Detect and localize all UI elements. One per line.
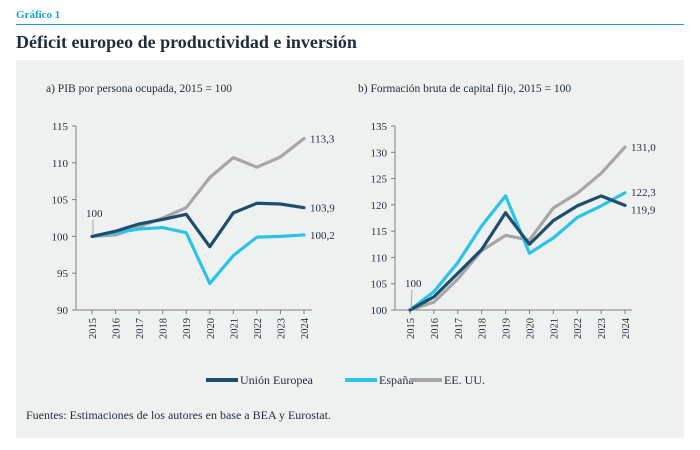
- x-tick-label: 2017: [135, 318, 146, 339]
- legend-item-0: Unión Europea: [206, 373, 314, 387]
- legend-item-1: España: [345, 373, 414, 387]
- end-label: 122,3: [631, 187, 656, 199]
- end-label: 103,9: [310, 203, 335, 215]
- x-tick-label: 2024: [300, 317, 311, 339]
- y-tick-label: 90: [57, 305, 69, 317]
- x-tick-label: 2023: [276, 318, 287, 339]
- x-tick-label: 2019: [182, 318, 193, 339]
- chart-panel: [16, 60, 684, 438]
- x-tick-label: 2020: [525, 318, 536, 339]
- x-tick-label: 2015: [406, 318, 417, 339]
- series-line-0: [90, 201, 306, 249]
- y-tick-label: 115: [52, 121, 69, 133]
- y-tick-label: 100: [52, 231, 69, 243]
- series-line-1: [90, 225, 306, 286]
- start-label: 100: [86, 208, 103, 220]
- end-label: 100,2: [310, 230, 335, 242]
- chart-b: 100 105 110 115 120 125 130 135 2015 2016 2017 2018…: [371, 121, 657, 339]
- series-line-2: [408, 145, 627, 312]
- legend-label: España: [379, 373, 414, 387]
- figure-label: Gráfico 1: [16, 9, 61, 21]
- start-label: 100: [405, 278, 422, 290]
- source-note: Fuentes: Estimaciones de los autores en …: [26, 408, 331, 422]
- figure-title: Déficit europeo de productividad e inver…: [16, 32, 357, 52]
- x-tick-label: 2015: [88, 318, 99, 339]
- legend: Unión Europea España EE. UU.: [206, 373, 485, 387]
- y-tick-label: 100: [371, 305, 388, 317]
- y-tick-label: 110: [52, 158, 69, 170]
- end-label: 131,0: [631, 142, 656, 154]
- x-tick-label: 2016: [112, 318, 123, 339]
- y-tick-label: 125: [371, 174, 388, 186]
- x-tick-label: 2021: [229, 318, 240, 339]
- x-tick-label: 2017: [454, 318, 465, 339]
- series-line-0: [408, 194, 627, 312]
- x-tick-label: 2022: [253, 318, 264, 339]
- series-line-1: [408, 191, 627, 312]
- x-tick-label: 2016: [430, 318, 441, 339]
- y-tick-label: 115: [371, 226, 388, 238]
- y-tick-label: 135: [371, 121, 388, 133]
- chart-b-title: b) Formación bruta de capital fijo, 2015…: [358, 83, 571, 95]
- x-tick-label: 2019: [502, 318, 513, 339]
- chart-a-title: a) PIB por persona ocupada, 2015 = 100: [46, 83, 232, 95]
- top-rule: [16, 24, 684, 25]
- start-leader: [410, 289, 413, 310]
- series-line-2: [90, 136, 306, 238]
- x-tick-label: 2023: [597, 318, 608, 339]
- y-tick-label: 105: [52, 195, 69, 207]
- legend-label: EE. UU.: [444, 373, 485, 387]
- x-tick-label: 2021: [549, 318, 560, 339]
- y-tick-label: 130: [371, 147, 388, 159]
- x-tick-label: 2020: [206, 318, 217, 339]
- y-tick-label: 95: [57, 268, 69, 280]
- legend-label: Unión Europea: [240, 373, 314, 387]
- y-tick-label: 110: [371, 252, 388, 264]
- x-tick-label: 2018: [478, 318, 489, 339]
- chart-a: 90 95 100 105 110 115 2015 2016 2017 2018 2019 2020…: [52, 121, 336, 339]
- x-tick-label: 2018: [159, 318, 170, 339]
- y-tick-label: 120: [371, 200, 388, 212]
- end-label: 119,9: [631, 204, 656, 216]
- y-tick-label: 105: [371, 279, 388, 291]
- legend-item-2: EE. UU.: [410, 373, 485, 387]
- x-tick-label: 2024: [621, 317, 632, 339]
- end-label: 113,3: [310, 134, 335, 146]
- x-tick-label: 2022: [573, 318, 584, 339]
